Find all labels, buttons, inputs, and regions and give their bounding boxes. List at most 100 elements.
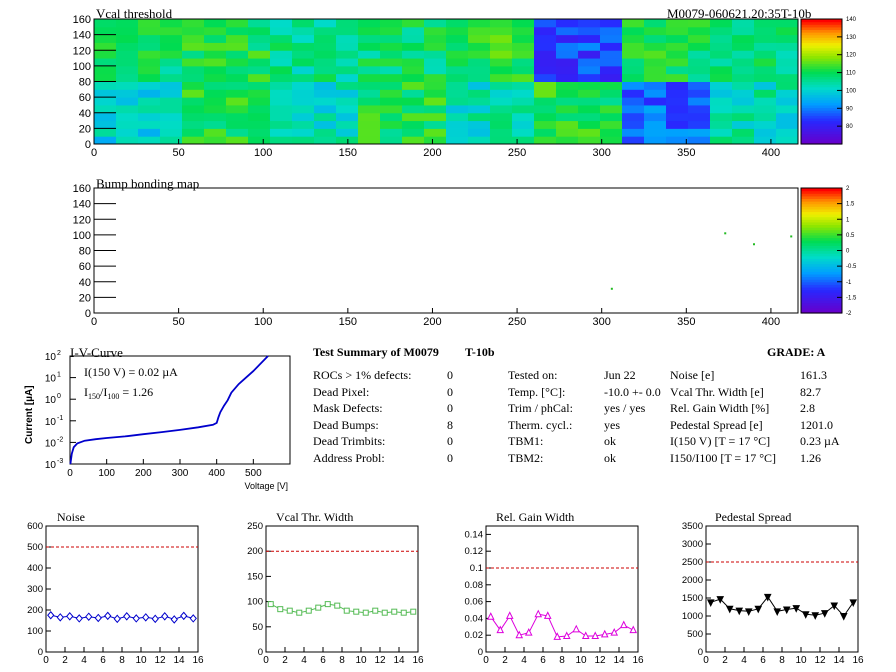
threshold-cell xyxy=(490,104,513,114)
threshold-cell xyxy=(468,136,491,145)
y-tick-label: 150 xyxy=(247,571,263,582)
data-point xyxy=(372,607,379,614)
threshold-cell xyxy=(666,128,689,137)
dead-bump-pixel xyxy=(790,235,793,238)
threshold-cell xyxy=(776,26,799,36)
data-point xyxy=(515,630,524,639)
threshold-cell xyxy=(314,73,337,82)
trend-line xyxy=(50,614,194,620)
threshold-cell xyxy=(116,26,139,36)
threshold-cell xyxy=(358,42,381,51)
threshold-cell xyxy=(204,136,227,145)
colorbar-band xyxy=(801,97,842,101)
colorbar-band xyxy=(801,128,842,132)
colorbar-band xyxy=(801,263,842,267)
threshold-cell xyxy=(182,81,205,90)
colorbar-band xyxy=(801,297,842,301)
y-tick-label: 200 xyxy=(247,546,263,557)
threshold-cell xyxy=(226,42,249,51)
x-tick-label: 300 xyxy=(172,468,189,479)
y-tick-label: 3500 xyxy=(682,521,703,532)
module-label: M0079-060621.20:35T-10b xyxy=(667,6,812,21)
threshold-cell xyxy=(160,136,183,145)
summary-value: 0 xyxy=(447,384,453,399)
threshold-cell xyxy=(556,19,579,28)
threshold-cell xyxy=(138,136,161,145)
threshold-cell xyxy=(292,81,315,90)
data-point xyxy=(334,602,341,609)
y-tick-label: 100 xyxy=(27,626,43,637)
threshold-cell xyxy=(182,112,205,122)
colorbar-band xyxy=(801,289,842,293)
threshold-cell xyxy=(512,81,535,90)
y-tick-label: 0 xyxy=(478,647,483,658)
threshold-cell xyxy=(160,104,183,114)
threshold-cell xyxy=(490,89,513,98)
trend-frame xyxy=(45,525,199,653)
colorbar-band xyxy=(801,294,842,298)
threshold-cell xyxy=(754,136,777,145)
colorbar-band xyxy=(801,71,842,75)
threshold-cell xyxy=(314,136,337,145)
threshold-cell xyxy=(402,89,425,98)
colorbar-band xyxy=(801,271,842,275)
threshold-cell xyxy=(534,136,557,145)
plot-frame xyxy=(93,187,799,314)
threshold-cell xyxy=(644,34,667,43)
y-tick-label: 0 xyxy=(85,308,91,320)
threshold-cell xyxy=(424,34,447,43)
colorbar-tick-label: 80 xyxy=(846,124,853,130)
threshold-cell xyxy=(314,19,337,28)
colorbar-tick-label: 0 xyxy=(846,249,850,255)
threshold-cell xyxy=(204,50,227,59)
threshold-cell xyxy=(556,136,579,145)
threshold-cell xyxy=(380,136,403,145)
colorbar-band xyxy=(801,32,842,36)
threshold-cell xyxy=(160,112,183,122)
x-tick-label: 2 xyxy=(62,655,68,666)
y-tick-label: 0 xyxy=(698,647,703,658)
y-tick-label: 10 xyxy=(45,460,57,471)
y-tick-label: 0.14 xyxy=(465,529,484,540)
threshold-cell xyxy=(424,50,447,59)
x-tick-label: 300 xyxy=(593,316,611,328)
x-tick-label: 200 xyxy=(423,316,441,328)
threshold-cell xyxy=(380,104,403,114)
threshold-cell xyxy=(468,112,491,122)
x-tick-label: 12 xyxy=(154,655,166,666)
threshold-cell xyxy=(622,81,645,90)
threshold-cell xyxy=(776,19,799,28)
x-tick-label: 2 xyxy=(282,655,288,666)
threshold-cell xyxy=(600,128,623,137)
threshold-cell xyxy=(358,136,381,145)
x-tick-label: 4 xyxy=(741,655,747,666)
threshold-cell xyxy=(380,73,403,82)
threshold-cell xyxy=(116,136,139,145)
colorbar-band xyxy=(801,310,842,314)
data-point xyxy=(180,611,188,621)
data-point xyxy=(296,609,303,616)
y-tick-exponent: -2 xyxy=(57,436,63,443)
threshold-cell xyxy=(688,34,711,43)
data-point xyxy=(706,599,715,607)
y-tick-label: 250 xyxy=(247,521,263,532)
threshold-cell xyxy=(710,136,733,145)
data-point xyxy=(170,615,178,624)
threshold-cell xyxy=(446,26,469,36)
threshold-cell xyxy=(226,65,249,75)
y-tick-label: 600 xyxy=(27,521,43,532)
threshold-cell xyxy=(666,120,689,129)
colorbar-band xyxy=(801,68,842,72)
threshold-cell xyxy=(688,97,711,106)
threshold-cell xyxy=(160,34,183,43)
threshold-cell xyxy=(446,89,469,98)
threshold-cell xyxy=(710,42,733,51)
threshold-cell xyxy=(490,26,513,36)
threshold-cell xyxy=(710,112,733,122)
colorbar-band xyxy=(801,253,842,257)
threshold-cell xyxy=(600,112,623,122)
x-tick-label: 8 xyxy=(559,655,565,666)
colorbar-band xyxy=(801,227,842,231)
threshold-cell xyxy=(380,42,403,51)
